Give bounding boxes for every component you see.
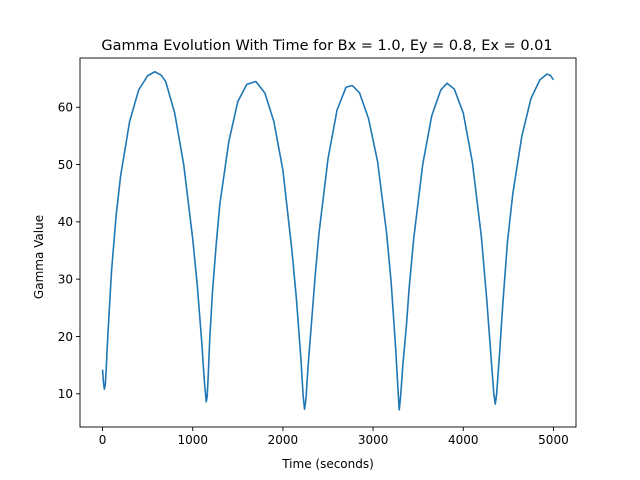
y-tick-label: 60 [58, 101, 73, 115]
x-tick-label: 1000 [177, 433, 208, 447]
x-tick-label: 5000 [538, 433, 569, 447]
y-tick-label: 50 [58, 158, 73, 172]
series-line-0 [101, 70, 555, 411]
x-tick-label: 3000 [358, 433, 389, 447]
y-tick-label: 20 [58, 330, 73, 344]
x-axis-label: Time (seconds) [281, 457, 374, 471]
y-axis-label: Gamma Value [32, 215, 46, 299]
chart-title: Gamma Evolution With Time for Bx = 1.0, … [101, 38, 552, 54]
plot-area-frame [79, 57, 577, 428]
y-tick-label: 40 [58, 215, 73, 229]
y-tick-label: 10 [58, 387, 73, 401]
x-tick-label: 2000 [268, 433, 299, 447]
x-tick-label: 4000 [448, 433, 479, 447]
y-tick-label: 30 [58, 272, 73, 286]
x-tick-label: 0 [99, 433, 107, 447]
